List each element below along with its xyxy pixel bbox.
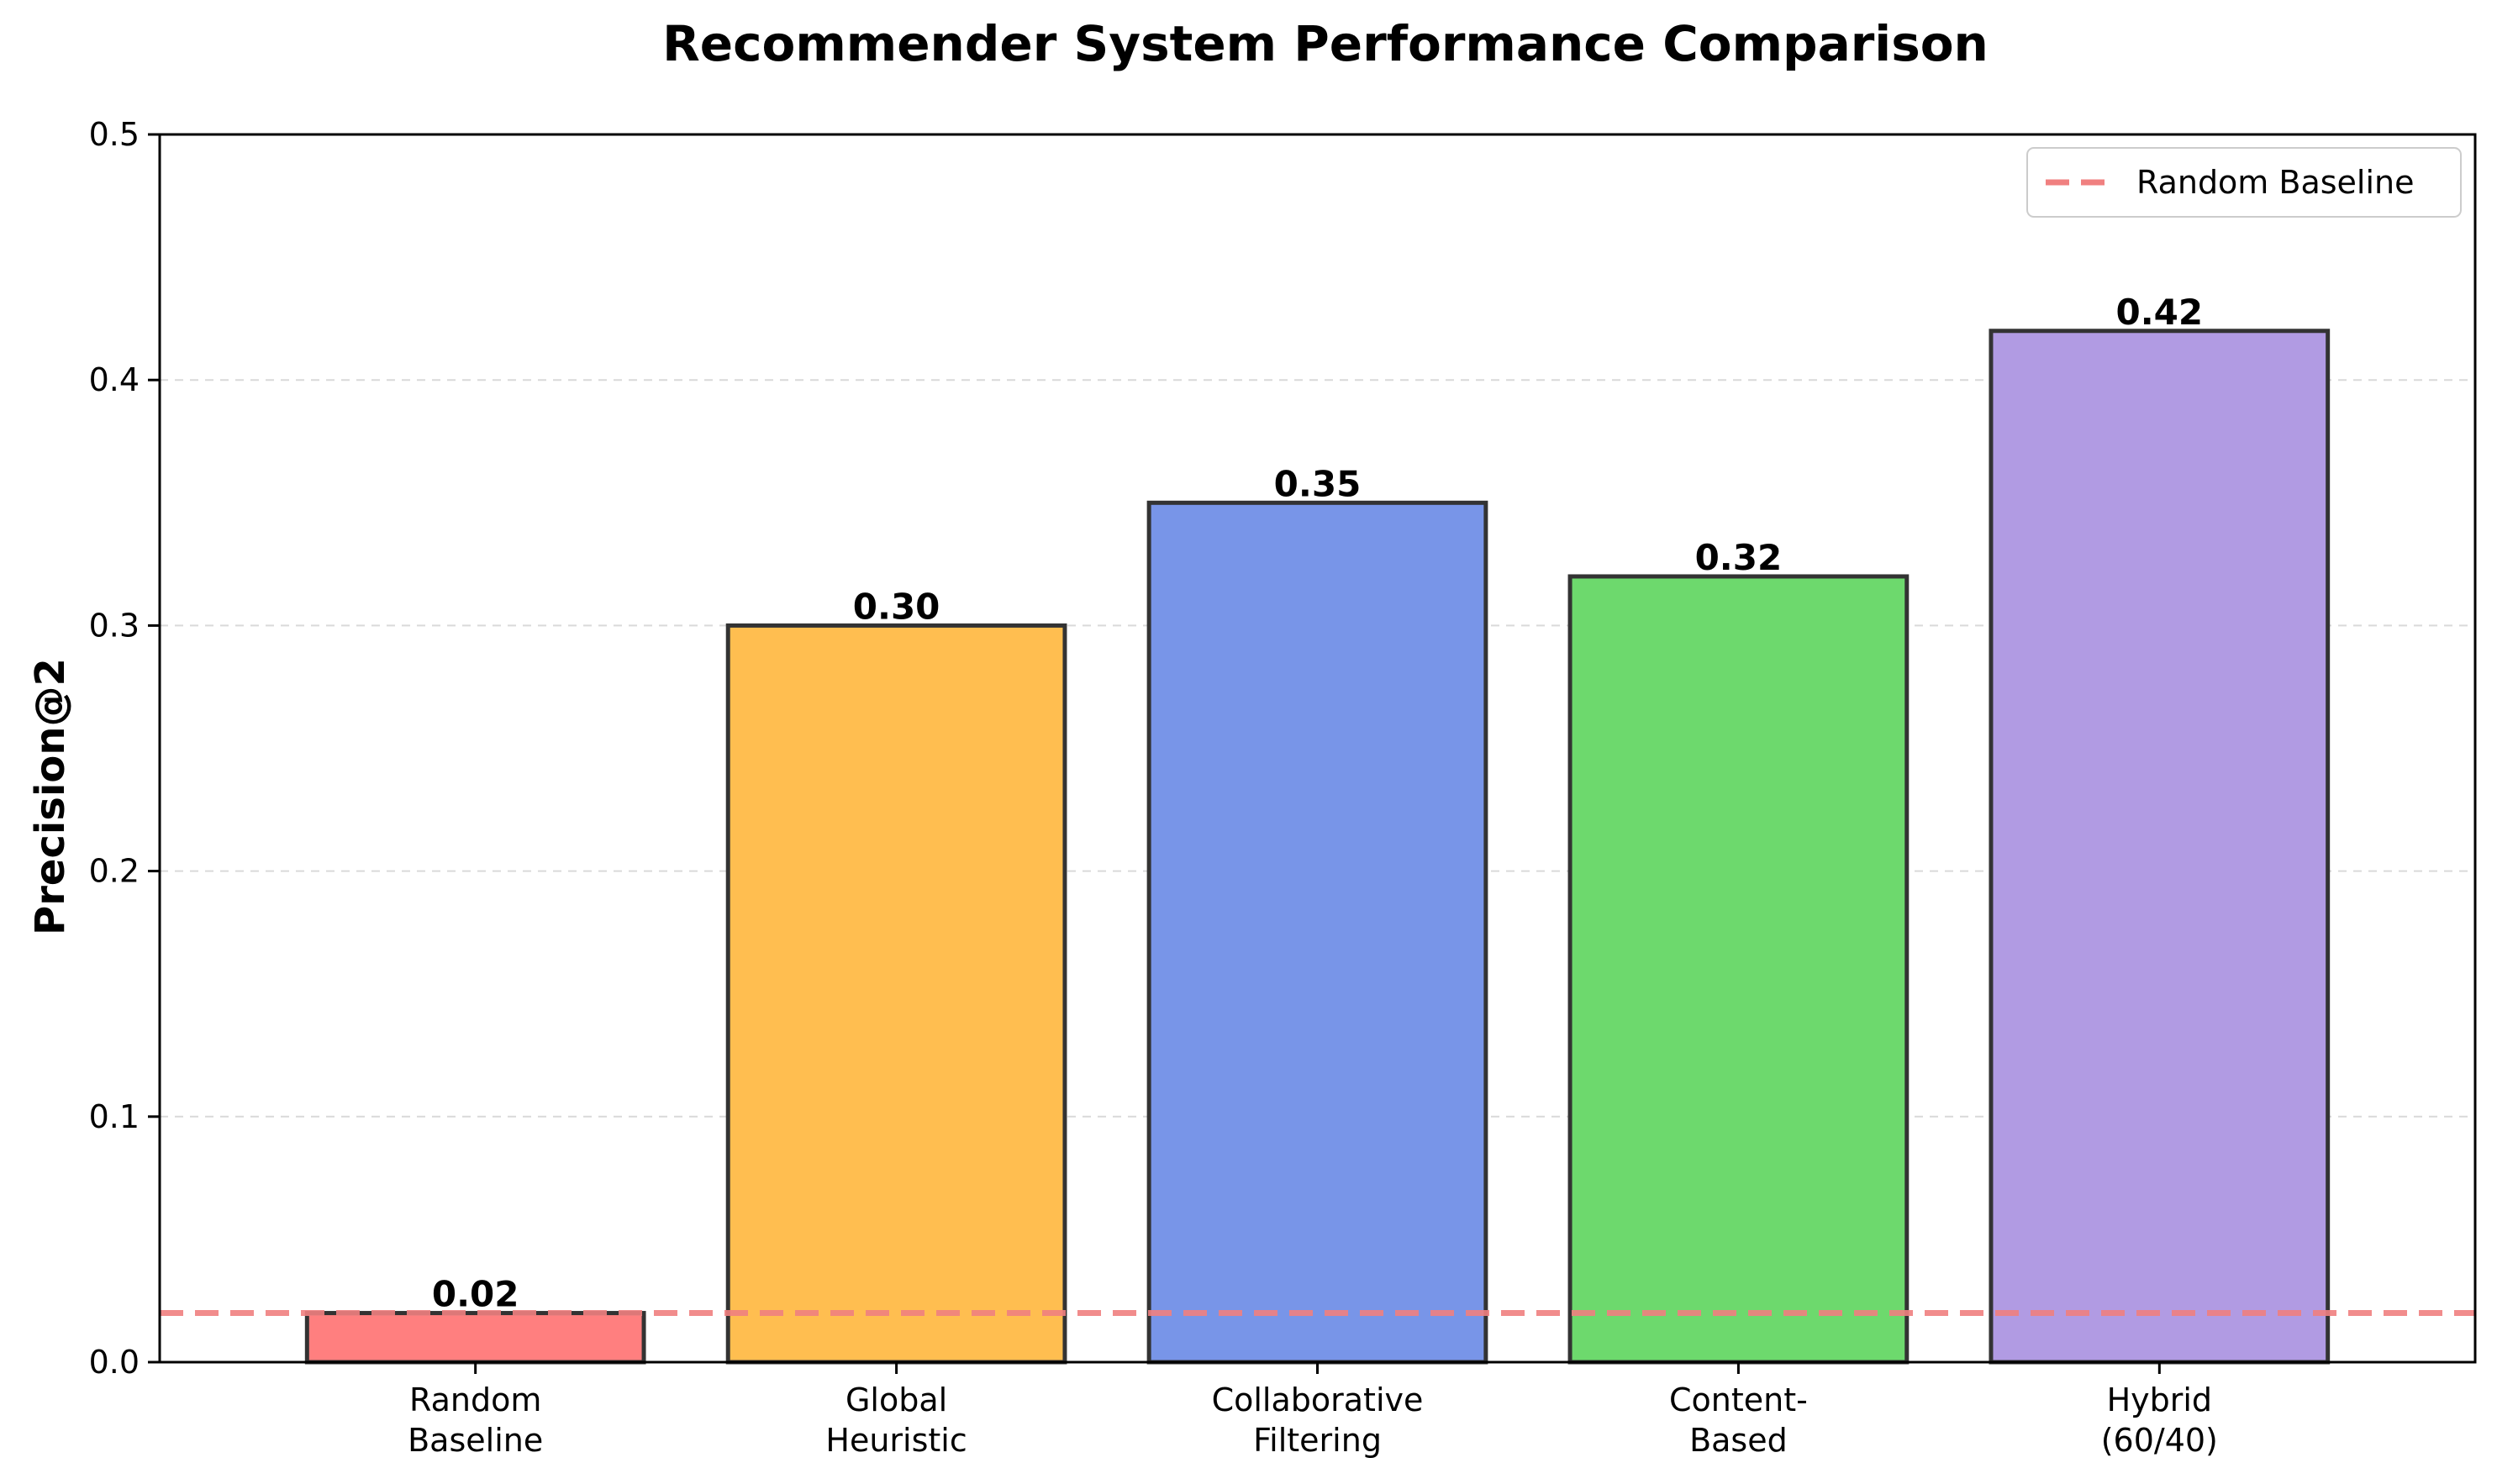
data-label: 0.32 [1695,537,1783,578]
bar [1989,329,2331,1365]
chart-title: Recommender System Performance Compariso… [662,15,1989,72]
legend: Random Baseline [2026,147,2462,218]
data-label: 0.35 [1274,463,1362,504]
legend-box [2026,147,2462,218]
y-tick-label: 0.5 [89,116,140,153]
x-tick-label: Collaborative Filtering [1212,1381,1424,1459]
x-tick-label: Random Baseline [408,1381,543,1459]
x-tick-label: Hybrid (60/40) [2101,1381,2218,1459]
bar [1146,500,1488,1365]
data-label: 0.42 [2115,292,2203,333]
axes: 0.0 0.1 0.2 0.3 0.4 0.5 Random Baseline Global He… [89,116,2477,1459]
y-tick-label: 0.1 [89,1098,140,1135]
x-tick-label: Content-Based [1669,1381,1808,1459]
bar [725,623,1067,1365]
y-tick-label: 0.4 [89,361,140,398]
y-tick-label: 0.0 [89,1344,140,1381]
bar [304,1311,646,1365]
x-tick-label: Global Heuristic [825,1381,967,1459]
y-tick-label: 0.3 [89,607,140,644]
data-labels: 0.02 0.30 0.35 0.32 0.42 [432,292,2203,1315]
data-label: 0.30 [853,586,940,627]
data-label: 0.02 [432,1274,519,1315]
y-axis-label: Precision@2 [27,658,74,935]
bar [1567,574,1910,1365]
legend-label: Random Baseline [2136,164,2415,201]
y-tick-label: 0.2 [89,853,140,890]
bars [304,329,2331,1365]
